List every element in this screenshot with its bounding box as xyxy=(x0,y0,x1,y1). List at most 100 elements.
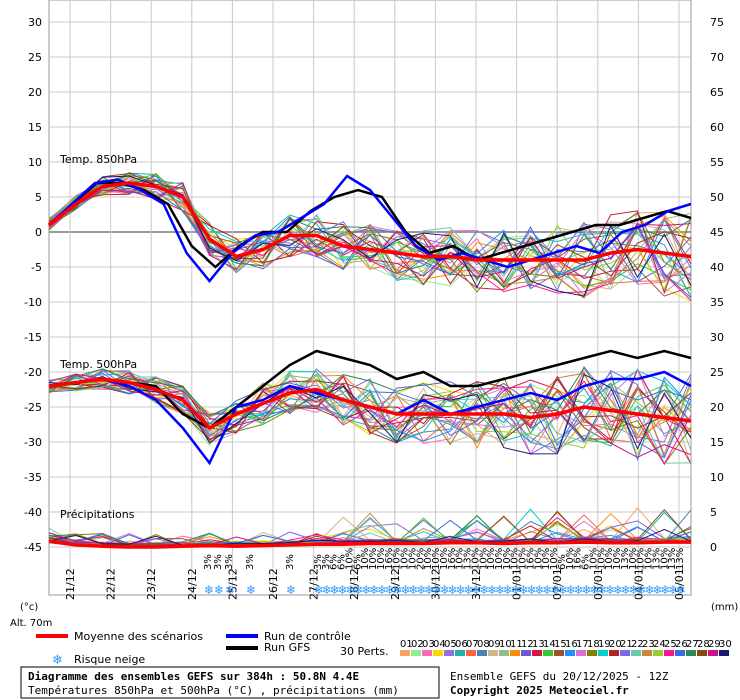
legend-mean: Moyenne des scénarios xyxy=(74,630,203,643)
left-tick-label: 5 xyxy=(35,191,42,204)
snow-risk-pct: 10% xyxy=(470,548,481,570)
pert-number: 14 xyxy=(543,639,556,650)
member-precip-line xyxy=(48,528,692,546)
pert-number: 05 xyxy=(444,639,457,650)
member-t850-line xyxy=(48,176,692,299)
snow-risk-pct: 3% xyxy=(313,554,324,570)
snow-risk-pct: 10% xyxy=(439,548,450,570)
snow-risk-pct: 10% xyxy=(588,548,599,570)
right-tick-label: 15 xyxy=(710,436,724,449)
right-tick-label: 65 xyxy=(710,86,724,99)
snowflake-icon: ❄ xyxy=(314,583,324,597)
pert-number: 04 xyxy=(433,639,446,650)
snow-risk-pct: 10% xyxy=(368,548,379,570)
pert-swatch xyxy=(587,650,597,656)
pert-swatch xyxy=(477,650,487,656)
snowflake-icon: ❄ xyxy=(558,583,568,597)
t500-gfs-line xyxy=(48,349,692,430)
snowflake-icon: ❄ xyxy=(668,583,678,597)
snow-risk-pct: 20% xyxy=(415,548,426,570)
snow-risk-pct: 3% xyxy=(203,554,214,570)
legend-snow: Risque neige xyxy=(74,653,145,666)
snow-risk-pct: 10% xyxy=(636,548,647,570)
snowflake-icon: ❄ xyxy=(542,583,552,597)
pert-number: 23 xyxy=(642,639,655,650)
pert-swatch xyxy=(521,650,531,656)
snow-risk-pct: 6% xyxy=(352,554,363,570)
pert-number: 11 xyxy=(510,639,523,650)
snow-risk-pct: 13% xyxy=(651,548,662,570)
snow-risk-pct: 6% xyxy=(557,554,568,570)
snow-risk-pct: 10% xyxy=(541,548,552,570)
right-tick-label: 55 xyxy=(710,156,724,169)
left-tick-label: -45 xyxy=(24,541,42,554)
pert-number: 20 xyxy=(609,639,622,650)
pert-number: 18 xyxy=(587,639,600,650)
snow-risk-pct: 10% xyxy=(502,548,513,570)
pert-swatch xyxy=(543,650,553,656)
snow-risk-pct: 10% xyxy=(486,548,497,570)
left-tick-label: 15 xyxy=(28,121,42,134)
snowflake-icon: ❄ xyxy=(526,583,536,597)
footer-copyright: Copyright 2025 Meteociel.fr xyxy=(450,684,629,697)
snowflake-icon: ❄ xyxy=(214,583,224,597)
snowflake-icon: ❄ xyxy=(225,583,235,597)
snow-risk-pct: 10% xyxy=(376,548,387,570)
snowflake-icon: ❄ xyxy=(286,583,296,597)
left-unit: (°c) xyxy=(20,602,38,613)
date-tick-label: 25/12 xyxy=(226,568,239,600)
snowflake-icon: ❄ xyxy=(471,583,481,597)
snowflake-icon: ❄ xyxy=(676,583,686,597)
pert-number: 06 xyxy=(455,639,468,650)
date-tick-label: 21/12 xyxy=(64,568,77,600)
member-t850-line xyxy=(48,172,692,288)
member-precip-line xyxy=(48,508,692,546)
member-t500-line xyxy=(48,373,692,458)
left-tick-label: 25 xyxy=(28,51,42,64)
pert-number: 27 xyxy=(686,639,699,650)
snowflake-icon: ❄ xyxy=(385,583,395,597)
snow-risk-pct: 10% xyxy=(533,548,544,570)
left-tick-label: -20 xyxy=(24,366,42,379)
t850-control-line xyxy=(48,174,692,283)
snow-risk-pct: 10% xyxy=(518,548,529,570)
right-unit: (mm) xyxy=(711,602,738,613)
left-tick-label: -40 xyxy=(24,506,42,519)
member-t850-line xyxy=(48,179,692,281)
snow-risk-pct: 13% xyxy=(675,548,686,570)
right-tick-label: 50 xyxy=(710,191,724,204)
snow-risk-pct: 16% xyxy=(573,548,584,570)
member-t500-line xyxy=(48,368,692,444)
right-tick-label: 20 xyxy=(710,401,724,414)
snowflake-icon: ❄ xyxy=(369,583,379,597)
snowflake-icon: ❄ xyxy=(338,583,348,597)
pert-number: 26 xyxy=(675,639,688,650)
snowflake-icon: ❄ xyxy=(582,583,592,597)
left-tick-label: 20 xyxy=(28,86,42,99)
snow-risk-pct: 3% xyxy=(213,554,224,570)
pert-swatch xyxy=(708,650,718,656)
pert-swatch xyxy=(642,650,652,656)
pert-swatch xyxy=(719,650,729,656)
snowflake-icon: ❄ xyxy=(566,583,576,597)
pert-swatch xyxy=(444,650,454,656)
member-t850-line xyxy=(48,173,692,291)
date-tick-label: 02/01 xyxy=(551,568,564,600)
left-tick-label: -5 xyxy=(31,261,42,274)
snow-risk-pct: 10% xyxy=(612,548,623,570)
snowflake-icon: ❄ xyxy=(361,583,371,597)
main-series xyxy=(47,174,692,549)
footer-title: Diagramme des ensembles GEFS sur 384h : … xyxy=(28,670,359,683)
member-t850-line xyxy=(48,172,692,291)
pert-number: 17 xyxy=(576,639,589,650)
left-tick-label: 30 xyxy=(28,16,42,29)
pert-swatch xyxy=(664,650,674,656)
pert-swatch xyxy=(400,650,410,656)
t850-gfs-line xyxy=(48,181,692,269)
snowflake-icon: ❄ xyxy=(534,583,544,597)
snow-risk-pct: 10% xyxy=(423,548,434,570)
altitude-label: Alt. 70m xyxy=(10,618,52,629)
snowflake-icon: ❄ xyxy=(574,583,584,597)
